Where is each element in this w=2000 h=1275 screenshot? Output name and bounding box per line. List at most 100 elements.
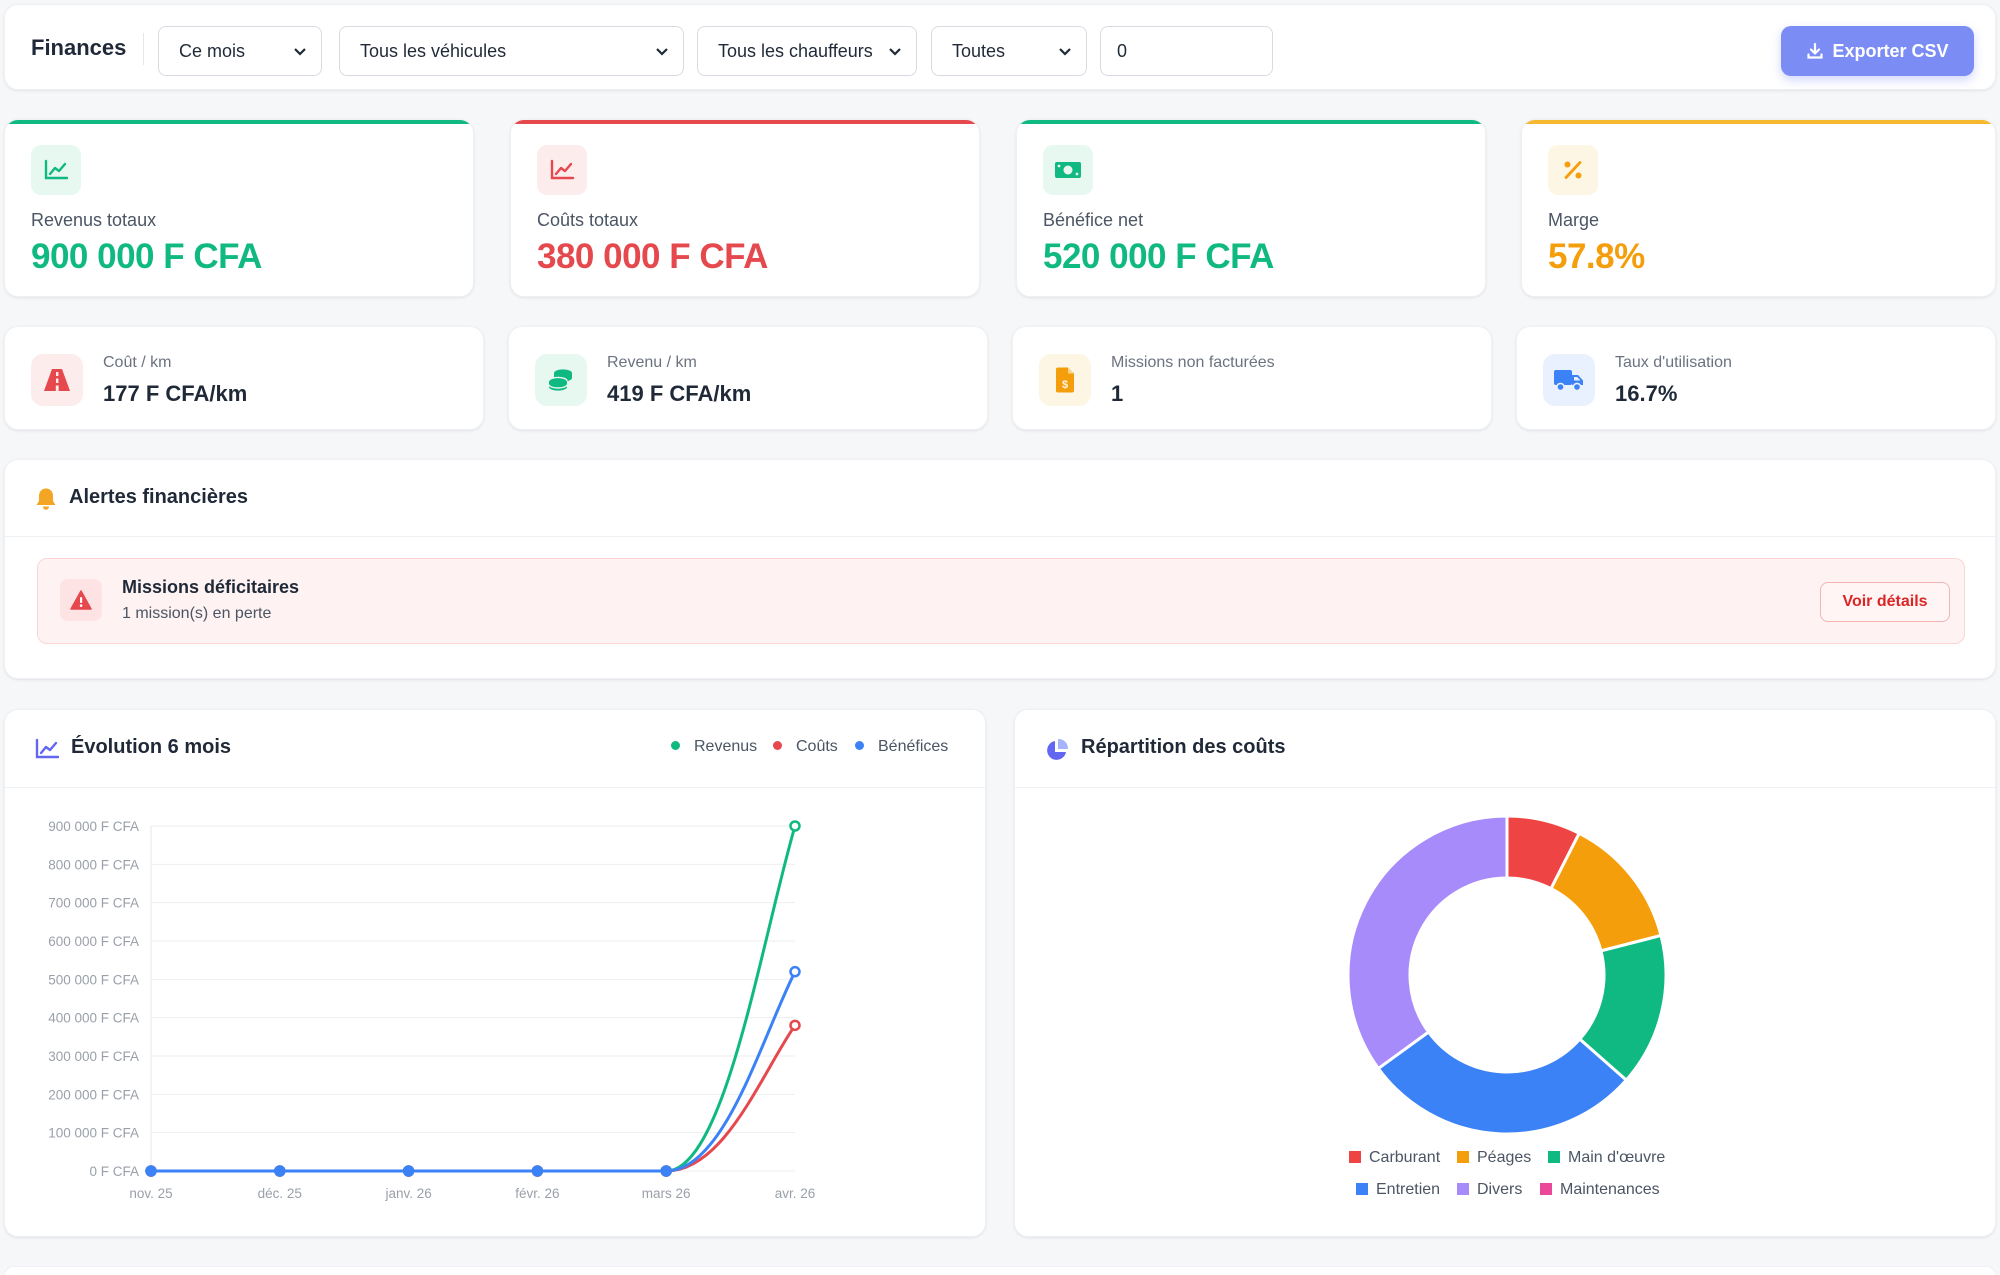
invoice-icon: $ bbox=[1039, 354, 1091, 406]
vehicle-select[interactable]: Tous les véhicules bbox=[339, 26, 684, 76]
chevron-down-icon bbox=[1058, 27, 1072, 75]
chart-line-icon bbox=[31, 145, 81, 195]
vehicle-select-value: Tous les véhicules bbox=[360, 41, 507, 61]
alert-title: Missions déficitaires bbox=[122, 577, 300, 597]
x-tick-label: mars 26 bbox=[642, 1186, 691, 1201]
view-details-button[interactable]: Voir détails bbox=[1820, 582, 1950, 622]
truck-icon bbox=[1543, 354, 1595, 406]
legend-label: Divers bbox=[1477, 1181, 1522, 1198]
metric-value: 177 F CFA/km bbox=[103, 381, 248, 406]
period-select-value: Ce mois bbox=[179, 41, 246, 61]
donut-chart: Carburant Péages Main d'œuvre Entretien Dive… bbox=[1346, 814, 1668, 1198]
evolution-chart-card: Évolution 6 mois Revenus Coûts Bénéfices… bbox=[4, 709, 986, 1237]
y-tick-label: 200 000 F CFA bbox=[48, 1087, 139, 1102]
chevron-down-icon bbox=[655, 27, 669, 75]
y-tick-label: 600 000 F CFA bbox=[48, 934, 139, 949]
road-icon bbox=[31, 354, 83, 406]
y-tick-label: 500 000 F CFA bbox=[48, 972, 139, 987]
metric-card-cost-per-km: Coût / km 177 F CFA/km bbox=[4, 326, 484, 430]
cost-breakdown-card: Répartition des coûts Carburant Péages Mai… bbox=[1014, 709, 1996, 1237]
metric-value: 1 bbox=[1111, 381, 1124, 406]
status-select[interactable]: Toutes bbox=[931, 26, 1087, 76]
cost-breakdown-title: Répartition des coûts bbox=[1081, 736, 1286, 758]
metric-card-unbilled-missions: $ Missions non facturées 1 bbox=[1012, 326, 1492, 430]
percent-icon bbox=[1548, 145, 1598, 195]
y-tick-label: 800 000 F CFA bbox=[48, 857, 139, 872]
metric-card-utilization: Taux d'utilisation 16.7% bbox=[1516, 326, 1996, 430]
x-tick-label: févr. 26 bbox=[515, 1186, 559, 1201]
data-point[interactable] bbox=[789, 1019, 801, 1032]
kpi-label: Marge bbox=[1548, 210, 1600, 230]
money-bill-icon bbox=[1043, 145, 1093, 195]
download-icon bbox=[1807, 42, 1824, 59]
amount-input-value: 0 bbox=[1117, 41, 1128, 61]
data-point[interactable] bbox=[789, 820, 801, 832]
export-csv-label: Exporter CSV bbox=[1832, 40, 1949, 61]
kpi-value: 380 000 F CFA bbox=[537, 237, 768, 276]
kpi-card-costs: Coûts totaux 380 000 F CFA bbox=[510, 119, 980, 297]
series-line-bénéfices bbox=[151, 970, 797, 1173]
driver-select[interactable]: Tous les chauffeurs bbox=[697, 26, 917, 76]
chart-line-icon bbox=[537, 145, 587, 195]
metric-value: 419 F CFA/km bbox=[607, 381, 752, 406]
pie-slice-entretien[interactable] bbox=[1376, 1029, 1629, 1136]
export-csv-button[interactable]: Exporter CSV bbox=[1781, 26, 1974, 76]
pie-slice-divers[interactable] bbox=[1346, 814, 1509, 1071]
kpi-accent-line bbox=[1017, 120, 1485, 124]
series-line-revenus bbox=[151, 825, 797, 1173]
legend-swatch bbox=[1457, 1183, 1469, 1195]
driver-select-value: Tous les chauffeurs bbox=[718, 41, 873, 61]
metric-label: Missions non facturées bbox=[1111, 354, 1275, 371]
kpi-label: Coûts totaux bbox=[537, 210, 639, 230]
legend-label: Maintenances bbox=[1560, 1181, 1660, 1198]
financial-alerts-panel: Alertes financières Missions déficitaire… bbox=[4, 459, 1996, 679]
chart-line-icon bbox=[35, 738, 59, 759]
legend-label: Carburant bbox=[1369, 1149, 1441, 1166]
data-point[interactable] bbox=[274, 1165, 286, 1177]
legend-swatch bbox=[1540, 1183, 1552, 1195]
y-tick-label: 700 000 F CFA bbox=[48, 896, 139, 911]
metric-value: 16.7% bbox=[1615, 381, 1678, 406]
next-section-edge bbox=[4, 1266, 1996, 1275]
x-tick-label: déc. 25 bbox=[258, 1186, 302, 1201]
kpi-value: 900 000 F CFA bbox=[31, 237, 262, 276]
y-tick-label: 400 000 F CFA bbox=[48, 1011, 139, 1026]
legend-swatch bbox=[1457, 1151, 1469, 1163]
legend-swatch bbox=[1356, 1183, 1368, 1195]
y-tick-label: 0 F CFA bbox=[89, 1164, 139, 1179]
kpi-accent-line bbox=[1522, 120, 1995, 124]
data-point[interactable] bbox=[145, 1165, 157, 1177]
top-bar: Finances Ce mois Tous les véhicules Tous… bbox=[4, 4, 1996, 90]
data-point[interactable] bbox=[531, 1165, 544, 1177]
legend-label: Main d'œuvre bbox=[1568, 1149, 1665, 1166]
divider bbox=[143, 33, 144, 65]
y-tick-label: 300 000 F CFA bbox=[48, 1049, 139, 1064]
svg-text:$: $ bbox=[1062, 379, 1068, 391]
legend-label: Entretien bbox=[1376, 1181, 1440, 1198]
kpi-card-revenue: Revenus totaux 900 000 F CFA bbox=[4, 119, 474, 297]
period-select[interactable]: Ce mois bbox=[158, 26, 322, 76]
kpi-card-profit: Bénéfice net 520 000 F CFA bbox=[1016, 119, 1486, 297]
legend-item-couts: Coûts bbox=[773, 738, 838, 756]
warning-icon bbox=[60, 579, 102, 621]
evolution-chart-header: Évolution 6 mois Revenus Coûts Bénéfices bbox=[5, 710, 985, 788]
metric-label: Taux d'utilisation bbox=[1615, 354, 1732, 371]
x-tick-label: janv. 26 bbox=[384, 1186, 431, 1201]
chevron-down-icon bbox=[293, 27, 307, 75]
legend-swatch bbox=[1349, 1151, 1361, 1163]
legend-item-benefices: Bénéfices bbox=[855, 738, 948, 756]
data-point[interactable] bbox=[402, 1165, 415, 1177]
legend-item-revenus: Revenus bbox=[671, 738, 757, 756]
kpi-value: 57.8% bbox=[1548, 237, 1645, 276]
cost-breakdown-header: Répartition des coûts bbox=[1015, 710, 1995, 788]
x-tick-label: nov. 25 bbox=[129, 1186, 172, 1201]
line-chart: 0 F CFA 100 000 F CFA 200 000 F CFA 300 000… bbox=[48, 819, 816, 1201]
kpi-card-margin: Marge 57.8% bbox=[1521, 119, 1996, 297]
kpi-accent-line bbox=[511, 120, 979, 124]
data-point[interactable] bbox=[660, 1165, 672, 1177]
x-tick-label: avr. 26 bbox=[775, 1186, 816, 1201]
amount-input[interactable]: 0 bbox=[1100, 26, 1273, 76]
data-point[interactable] bbox=[789, 965, 801, 978]
page-title: Finances bbox=[31, 35, 127, 60]
kpi-label: Revenus totaux bbox=[31, 210, 157, 230]
